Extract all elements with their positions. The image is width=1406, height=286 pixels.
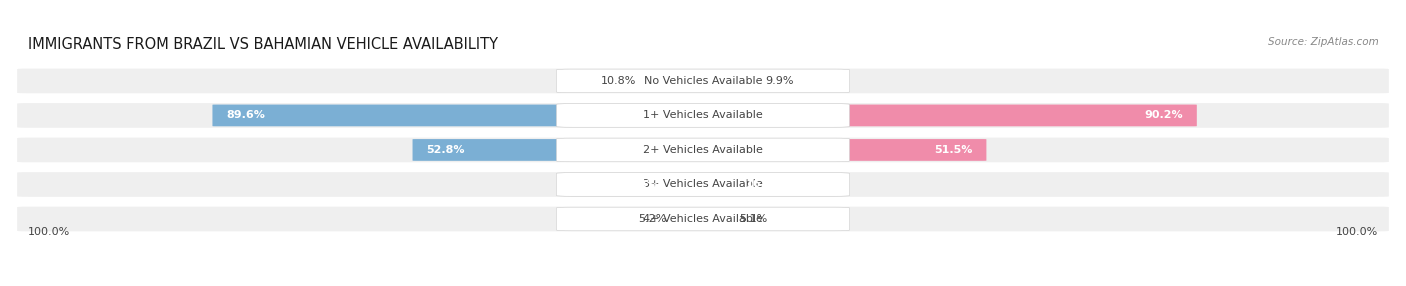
FancyBboxPatch shape <box>15 136 1391 164</box>
Text: 4+ Vehicles Available: 4+ Vehicles Available <box>643 214 763 224</box>
Text: IMMIGRANTS FROM BRAZIL VS BAHAMIAN VEHICLE AVAILABILITY: IMMIGRANTS FROM BRAZIL VS BAHAMIAN VEHIC… <box>28 37 498 52</box>
FancyBboxPatch shape <box>557 69 849 93</box>
Text: 100.0%: 100.0% <box>1336 227 1378 237</box>
FancyBboxPatch shape <box>557 138 849 162</box>
FancyBboxPatch shape <box>15 205 1391 233</box>
Text: 9.9%: 9.9% <box>765 76 793 86</box>
Text: 17.1%: 17.1% <box>620 180 659 189</box>
FancyBboxPatch shape <box>15 170 1391 198</box>
Text: 1+ Vehicles Available: 1+ Vehicles Available <box>643 110 763 120</box>
FancyBboxPatch shape <box>641 70 706 92</box>
FancyBboxPatch shape <box>700 208 734 230</box>
FancyBboxPatch shape <box>557 207 849 231</box>
Text: 3+ Vehicles Available: 3+ Vehicles Available <box>643 180 763 189</box>
FancyBboxPatch shape <box>700 105 1197 126</box>
FancyBboxPatch shape <box>15 101 1391 130</box>
FancyBboxPatch shape <box>700 70 761 92</box>
Text: No Vehicles Available: No Vehicles Available <box>644 76 762 86</box>
FancyBboxPatch shape <box>15 67 1391 95</box>
Text: 10.8%: 10.8% <box>600 76 636 86</box>
Text: 51.5%: 51.5% <box>935 145 973 155</box>
Text: 5.1%: 5.1% <box>738 214 768 224</box>
FancyBboxPatch shape <box>557 173 849 196</box>
Text: 5.2%: 5.2% <box>638 214 666 224</box>
FancyBboxPatch shape <box>557 104 849 127</box>
Text: 90.2%: 90.2% <box>1144 110 1184 120</box>
Text: 2+ Vehicles Available: 2+ Vehicles Available <box>643 145 763 155</box>
FancyBboxPatch shape <box>700 174 799 195</box>
FancyBboxPatch shape <box>212 105 706 126</box>
FancyBboxPatch shape <box>700 139 987 161</box>
Text: 52.8%: 52.8% <box>426 145 464 155</box>
Text: Source: ZipAtlas.com: Source: ZipAtlas.com <box>1268 37 1378 47</box>
Text: 100.0%: 100.0% <box>28 227 70 237</box>
FancyBboxPatch shape <box>606 174 706 195</box>
Text: 16.9%: 16.9% <box>745 180 785 189</box>
Text: 89.6%: 89.6% <box>226 110 264 120</box>
FancyBboxPatch shape <box>671 208 706 230</box>
FancyBboxPatch shape <box>412 139 706 161</box>
